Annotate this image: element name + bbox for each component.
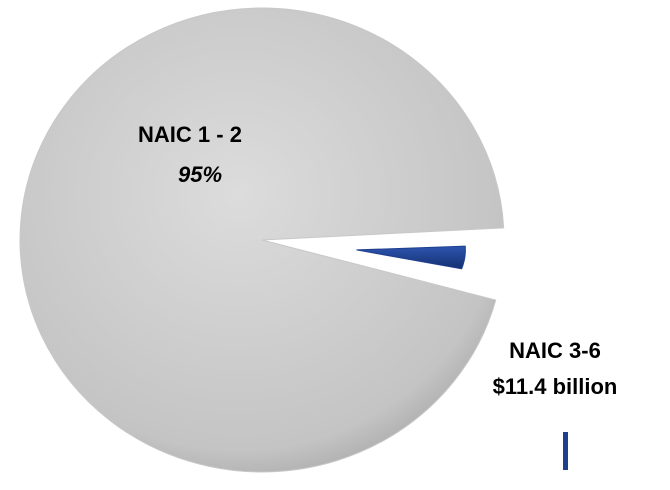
slice-label: NAIC 3-6 [509, 338, 601, 363]
value-label: 95% [178, 162, 222, 187]
slice-label: NAIC 1 - 2 [138, 122, 242, 147]
pie-slice [356, 245, 466, 270]
value-label: 5% [530, 256, 562, 281]
decoration [563, 432, 568, 470]
pie-slice [19, 7, 505, 473]
annotation: $11.4 billion [493, 374, 618, 399]
